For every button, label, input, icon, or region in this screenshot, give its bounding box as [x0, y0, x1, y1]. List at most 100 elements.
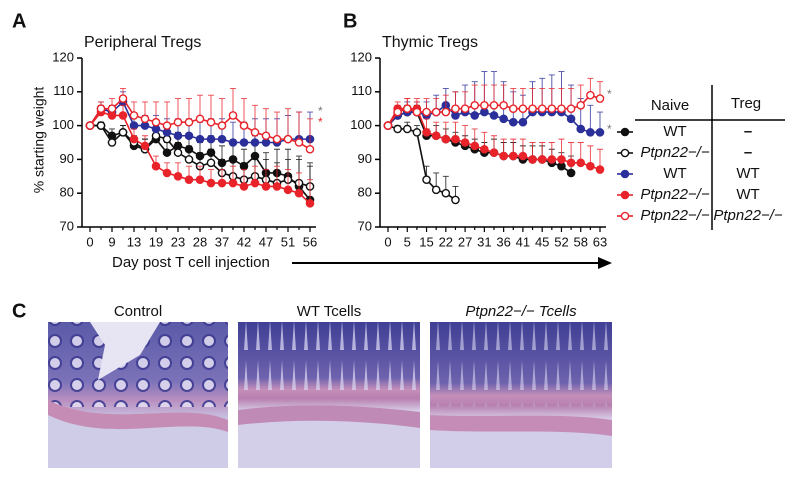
data-point [250, 138, 260, 147]
data-point [239, 182, 249, 191]
legend-naive: Ptpn22−/− [640, 186, 709, 203]
data-point [412, 107, 422, 117]
x-tick-label: 13 [127, 234, 141, 249]
x-tick-label: 41 [516, 234, 530, 249]
data-point [576, 101, 586, 110]
data-point [162, 168, 172, 178]
x-tick-label: 22 [439, 234, 453, 249]
data-point [566, 168, 576, 178]
data-point [217, 178, 227, 188]
data-point [566, 114, 576, 124]
x-tick-label: 63 [593, 234, 607, 249]
data-point [402, 104, 412, 113]
data-point [140, 114, 150, 124]
y-axis-label: % starting weight [31, 87, 47, 194]
data-point [566, 158, 576, 168]
x-tick-label: 19 [149, 234, 163, 249]
data-point [508, 104, 518, 113]
legend-naive: WT [663, 165, 686, 182]
data-point [489, 101, 499, 110]
legend-header: Naive [651, 97, 689, 114]
y-tick-label: 120 [52, 49, 74, 64]
data-point [393, 124, 402, 134]
histology-ptpn22 [430, 322, 612, 468]
image-caption: WT Tcells [297, 303, 361, 320]
error-bar [307, 118, 313, 150]
data-point [480, 144, 489, 154]
data-point [470, 101, 480, 110]
legend-treg: WT [736, 186, 759, 203]
histology-wt [238, 322, 420, 468]
data-point [272, 182, 282, 191]
y-tick-label: 90 [60, 151, 74, 166]
data-point [451, 134, 460, 144]
data-point [96, 104, 106, 113]
significance-mark: * [607, 87, 612, 101]
data-point [576, 124, 586, 134]
data-point [129, 111, 139, 120]
error-bar [252, 104, 258, 133]
legend-naive: Ptpn22−/− [640, 144, 709, 161]
data-point [206, 158, 216, 168]
data-point [305, 144, 315, 154]
data-point [422, 107, 431, 117]
x-tick-label: 52 [554, 234, 568, 249]
data-point [151, 161, 161, 171]
data-point [595, 94, 605, 103]
data-point [586, 161, 595, 171]
data-point [305, 199, 315, 208]
data-point [441, 188, 451, 198]
data-point [228, 138, 238, 147]
data-point [528, 104, 537, 113]
data-point [250, 128, 260, 137]
x-tick-label: 28 [193, 234, 207, 249]
x-tick-label: 47 [259, 234, 273, 249]
data-point [441, 134, 451, 144]
legend-treg: – [744, 123, 752, 140]
data-point [173, 148, 183, 157]
significance-mark: * [607, 122, 612, 136]
data-point [470, 141, 480, 151]
data-point [451, 195, 460, 205]
data-point [195, 175, 205, 184]
data-point [294, 188, 304, 198]
data-point [412, 128, 422, 137]
legend-naive: Ptpn22−/− [640, 207, 709, 224]
data-point [460, 104, 470, 113]
data-point [96, 121, 106, 130]
x-tick-label: 51 [281, 234, 295, 249]
data-point [239, 121, 249, 130]
data-point [173, 171, 183, 181]
data-point [184, 155, 194, 164]
legend-treg: – [744, 144, 752, 161]
x-tick-label: 0 [384, 234, 391, 249]
data-point [184, 117, 194, 127]
data-point [195, 134, 205, 144]
x-tick-label: 56 [303, 234, 317, 249]
x-axis-label: Day post T cell injection [112, 254, 270, 271]
data-point [422, 128, 431, 137]
data-point [576, 158, 586, 168]
legend-marker [620, 148, 630, 158]
y-tick-label: 80 [60, 185, 74, 200]
data-point [499, 151, 508, 161]
data-point [547, 104, 557, 113]
data-point [431, 131, 441, 141]
arrow-head [598, 257, 612, 269]
significance-mark: * [318, 115, 323, 129]
data-point [283, 185, 293, 195]
data-point [441, 107, 451, 117]
data-point [566, 104, 576, 113]
error-bar [241, 98, 247, 126]
data-point [508, 117, 518, 127]
error-bar [587, 104, 594, 133]
data-point [118, 94, 128, 103]
x-tick-label: 5 [404, 234, 411, 249]
data-point [489, 148, 499, 157]
panel-letter: C [12, 300, 26, 322]
y-tick-label: 100 [52, 117, 74, 132]
data-point [217, 121, 227, 130]
data-point [239, 138, 249, 147]
data-point [206, 134, 216, 144]
error-bar [274, 111, 280, 140]
